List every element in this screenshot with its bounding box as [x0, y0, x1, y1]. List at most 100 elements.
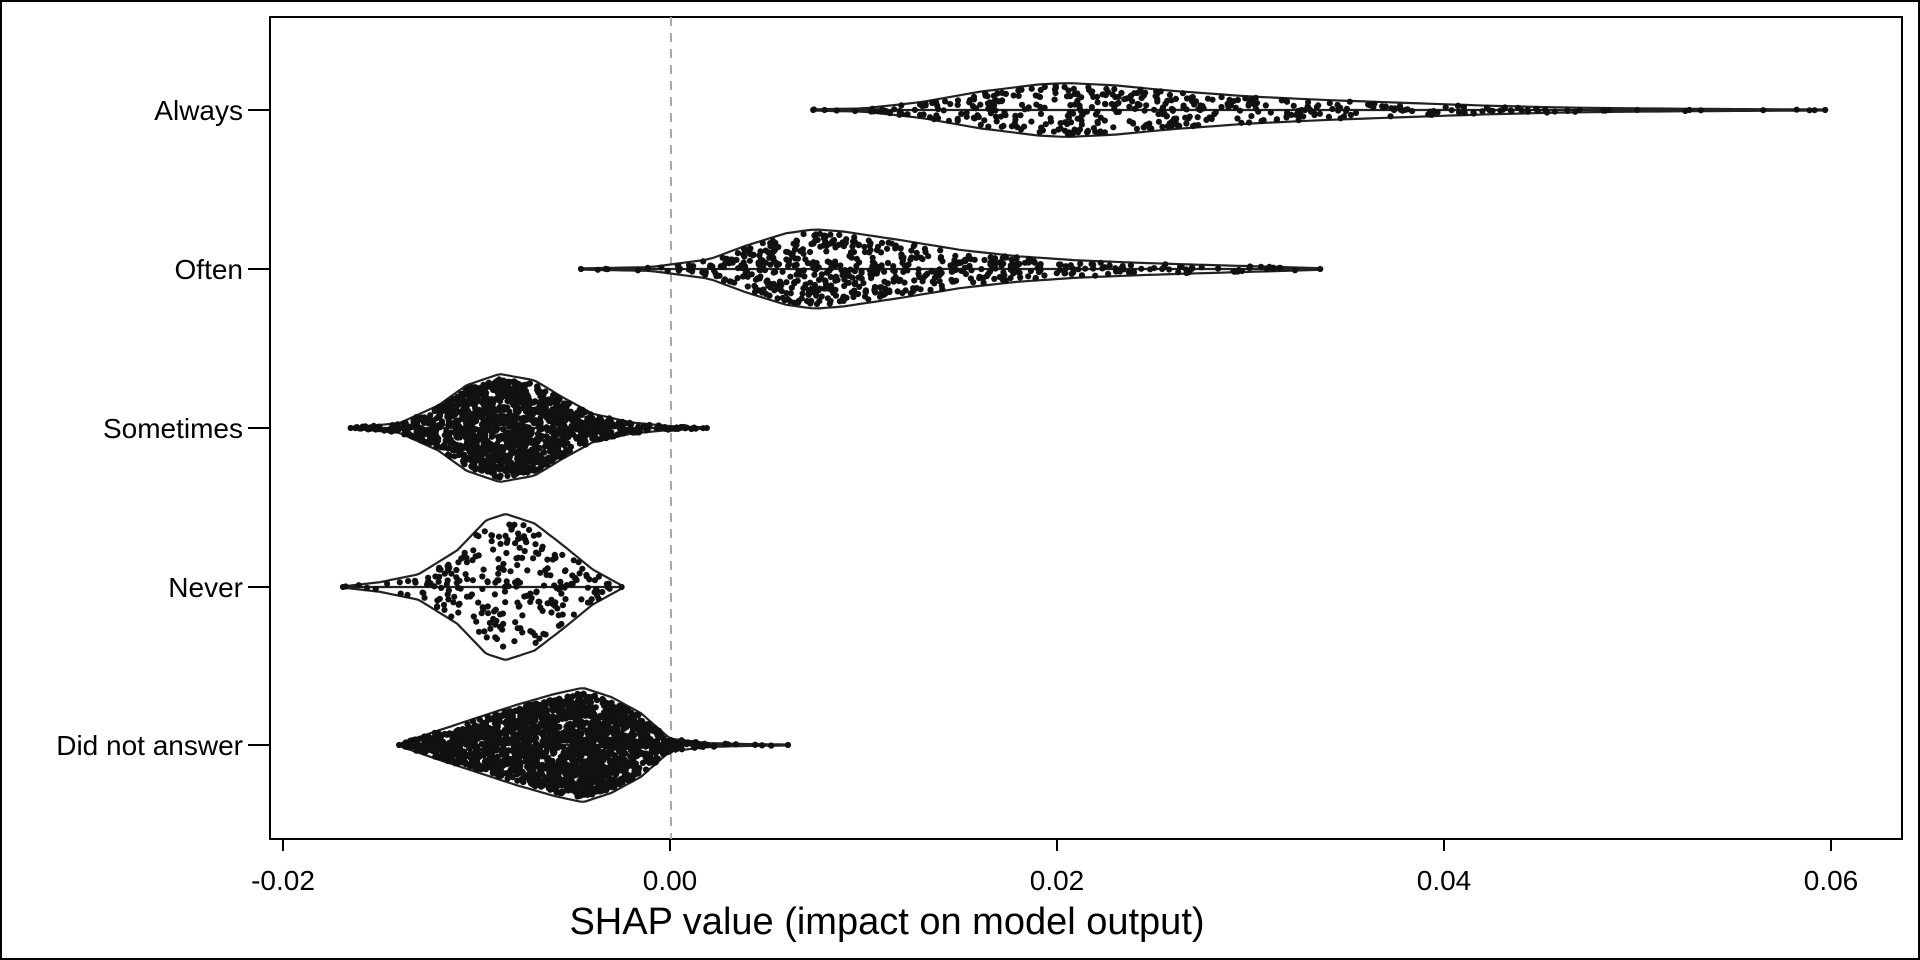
data-point — [1012, 265, 1019, 272]
data-point — [982, 92, 989, 99]
data-point — [1062, 119, 1069, 126]
data-point — [1499, 106, 1506, 113]
data-point — [569, 580, 576, 588]
data-point — [509, 400, 516, 407]
data-point — [1092, 272, 1099, 279]
data-point — [837, 262, 844, 269]
data-point — [347, 424, 354, 432]
data-point — [1209, 96, 1216, 103]
data-point — [491, 379, 498, 386]
data-point — [423, 419, 430, 426]
data-point — [1283, 98, 1290, 105]
data-point — [507, 467, 514, 474]
data-point — [573, 435, 580, 442]
data-point — [1028, 256, 1035, 264]
data-point — [433, 443, 440, 450]
data-point — [675, 267, 682, 274]
data-point — [458, 410, 465, 417]
data-point — [512, 619, 519, 626]
data-point — [1018, 86, 1025, 93]
data-point — [1248, 113, 1255, 120]
data-point — [421, 594, 428, 601]
data-point — [604, 430, 611, 437]
data-point — [551, 419, 558, 426]
data-point — [911, 241, 918, 248]
data-point — [840, 243, 848, 250]
data-point — [594, 588, 601, 595]
data-point — [545, 396, 552, 403]
data-point — [493, 423, 500, 430]
data-point — [1051, 96, 1058, 103]
data-point — [536, 426, 543, 433]
data-point — [1169, 107, 1176, 114]
data-point — [594, 266, 601, 273]
data-point — [1134, 89, 1141, 97]
data-point — [1016, 269, 1023, 276]
data-point — [1524, 106, 1531, 114]
data-point — [497, 385, 504, 392]
data-point — [1208, 115, 1215, 123]
data-point — [560, 749, 567, 756]
data-point — [478, 461, 485, 469]
data-point — [404, 591, 411, 599]
data-point — [569, 572, 576, 579]
violin-always — [810, 82, 1829, 138]
data-point — [1190, 123, 1197, 130]
data-point — [1155, 111, 1162, 118]
data-point — [881, 268, 888, 275]
data-point — [978, 266, 985, 273]
data-point — [537, 569, 544, 576]
data-point — [799, 246, 807, 253]
data-point — [488, 433, 495, 440]
data-point — [481, 432, 488, 439]
data-point — [479, 585, 486, 593]
data-point — [450, 599, 457, 606]
data-point — [731, 279, 738, 286]
data-point — [475, 435, 482, 442]
data-point — [507, 395, 515, 402]
violin-never — [339, 513, 625, 661]
data-point — [1075, 266, 1082, 273]
data-point — [500, 560, 507, 568]
data-point — [1017, 274, 1024, 281]
data-point — [1037, 264, 1044, 271]
data-point — [599, 588, 606, 596]
data-point — [972, 105, 980, 112]
data-point — [922, 101, 929, 108]
data-point — [1147, 266, 1154, 273]
data-point — [576, 570, 583, 577]
data-point — [911, 277, 918, 284]
data-point — [1183, 95, 1191, 102]
data-point — [874, 243, 882, 250]
data-point — [500, 566, 507, 574]
data-point — [1247, 263, 1254, 270]
data-point — [1297, 108, 1304, 115]
data-point — [495, 533, 503, 540]
data-point — [1195, 122, 1202, 129]
data-point — [481, 628, 488, 635]
data-point — [743, 267, 751, 274]
data-point — [823, 248, 830, 255]
data-point — [437, 422, 444, 429]
data-point — [440, 443, 447, 450]
data-point — [636, 764, 643, 772]
data-point — [775, 261, 783, 268]
data-point — [1317, 265, 1324, 273]
data-point — [917, 286, 924, 293]
data-point — [929, 99, 936, 107]
data-point — [464, 576, 471, 583]
data-point — [1141, 90, 1148, 97]
data-point — [495, 570, 502, 577]
data-point — [827, 231, 834, 238]
data-point — [515, 461, 523, 468]
data-point — [545, 435, 552, 442]
data-point — [907, 256, 914, 263]
data-point — [523, 592, 530, 600]
data-point — [1001, 272, 1008, 279]
data-point — [525, 393, 532, 400]
data-point — [548, 609, 555, 616]
data-point — [1634, 106, 1641, 114]
data-point — [855, 242, 862, 249]
data-point — [954, 115, 961, 122]
data-point — [445, 416, 452, 423]
